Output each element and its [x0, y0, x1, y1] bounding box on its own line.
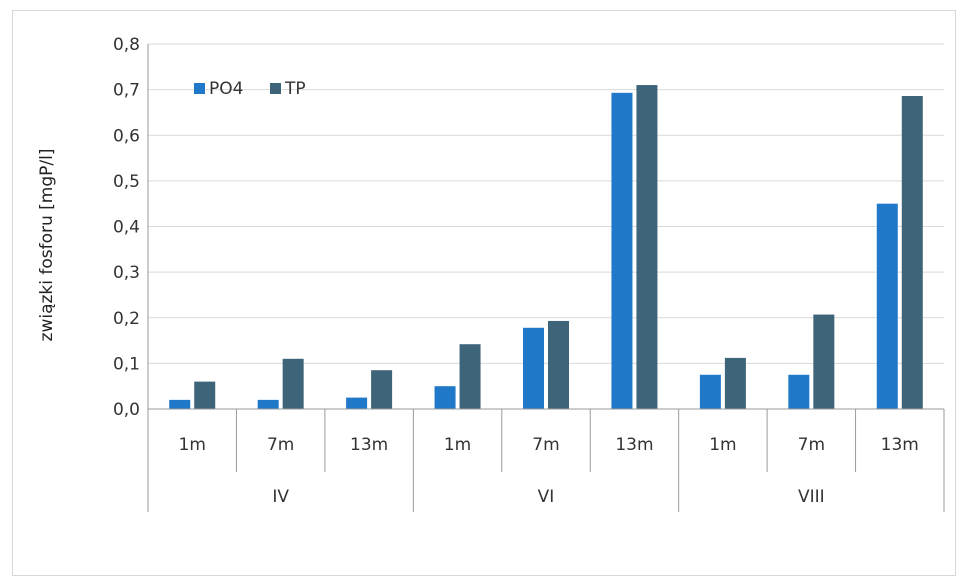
x-category-label: 7m	[798, 435, 825, 455]
y-tick-label: 0,5	[113, 172, 140, 192]
bar-tp-4	[459, 344, 481, 409]
bar-po4-2	[257, 399, 279, 409]
x-category-label: 13m	[615, 435, 653, 455]
bars	[169, 85, 923, 409]
bar-tp-1	[194, 381, 216, 409]
x-group-label: IV	[272, 487, 289, 507]
bar-po4-3	[346, 397, 368, 409]
axes: 0,0 0,1 0,2 0,3 0,4 0,5 0,6 0,7 0,8 1m 7m 13m 1m 7m 13…	[113, 35, 945, 512]
bar-po4-4	[434, 386, 456, 409]
y-tick-label: 0,8	[113, 35, 140, 55]
bar-po4-8	[788, 374, 810, 409]
legend-label-po4: PO4	[209, 79, 243, 99]
bar-tp-2	[282, 358, 304, 409]
x-group-label: VI	[538, 487, 555, 507]
y-tick-label: 0,2	[113, 309, 140, 329]
legend: PO4 TP	[194, 79, 306, 99]
bar-po4-5	[523, 327, 544, 409]
bar-po4-6	[611, 92, 633, 409]
bar-po4-9	[876, 203, 898, 409]
x-category-label: 7m	[267, 435, 294, 455]
bar-tp-5	[548, 320, 569, 409]
bar-po4-1	[169, 399, 191, 409]
y-tick-label: 0,1	[113, 354, 140, 374]
legend-label-tp: TP	[284, 79, 306, 99]
x-category-label: 1m	[179, 435, 206, 455]
y-tick-label: 0,6	[113, 126, 140, 146]
chart-frame	[12, 10, 956, 576]
bar-tp-8	[813, 314, 835, 409]
y-tick-label: 0,4	[113, 218, 140, 238]
x-group-label: VIII	[798, 487, 825, 507]
y-tick-label: 0,3	[113, 263, 140, 283]
y-axis-title: związki fosforu [mgP/l]	[37, 149, 57, 342]
x-category-label: 7m	[532, 435, 559, 455]
y-tick-label: 0,0	[113, 400, 140, 420]
x-category-label: 13m	[881, 435, 919, 455]
bar-tp-7	[724, 357, 746, 409]
gridlines	[148, 43, 944, 364]
bar-tp-6	[636, 85, 658, 409]
x-category-label: 1m	[444, 435, 471, 455]
legend-swatch-tp	[270, 83, 281, 94]
bar-tp-3	[371, 370, 393, 409]
x-category-label: 13m	[350, 435, 388, 455]
x-category-label: 1m	[709, 435, 736, 455]
bar-po4-7	[699, 374, 721, 409]
bar-tp-9	[901, 96, 923, 409]
y-tick-label: 0,7	[113, 81, 140, 101]
legend-swatch-po4	[194, 83, 205, 94]
